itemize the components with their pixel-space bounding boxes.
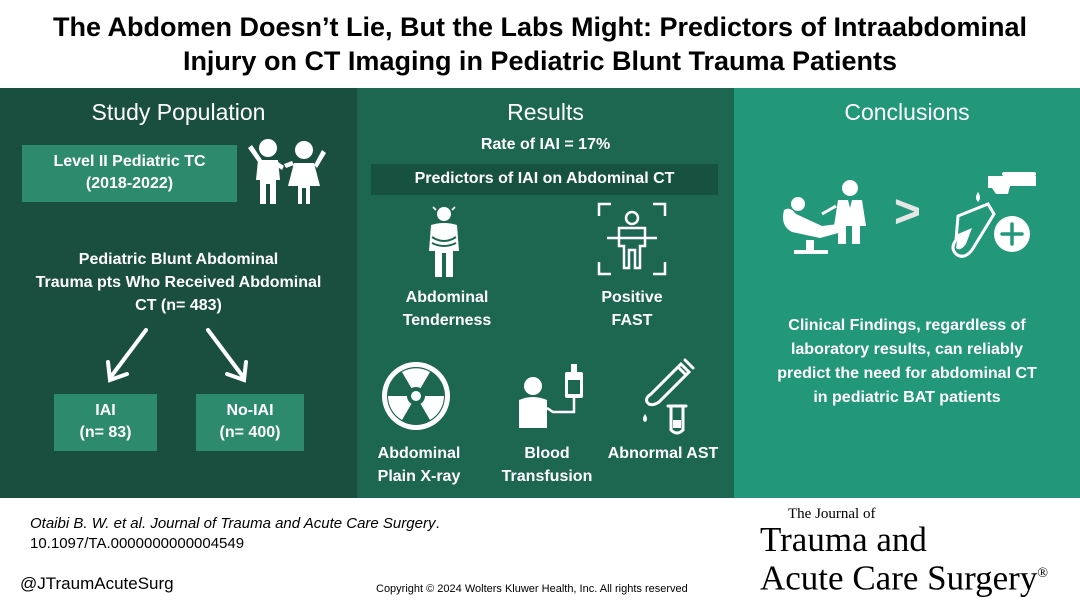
clinical-exam-icon bbox=[783, 180, 866, 254]
results-heading: Results bbox=[507, 99, 584, 125]
predictor-ast-line-1: Abnormal AST bbox=[607, 445, 719, 462]
center-line-1: Level II Pediatric TC bbox=[53, 153, 206, 170]
center-box: Level II Pediatric TC (2018-2022) bbox=[22, 145, 237, 202]
no-iai-label: No-IAI bbox=[226, 402, 274, 419]
iai-count: (n= 83) bbox=[79, 424, 132, 441]
conclusion-line-2: laboratory results, can reliably bbox=[790, 341, 1024, 358]
predictor-tenderness: Abdominal Tenderness bbox=[377, 286, 517, 332]
radiation-icon bbox=[382, 362, 450, 430]
iai-rate: Rate of IAI = 17% bbox=[480, 136, 611, 153]
comparison-symbol: > bbox=[894, 185, 921, 237]
predictor-xray-line-2: Plain X-ray bbox=[377, 468, 461, 485]
journal-logo: The Journal of Trauma and Acute Care Sur… bbox=[760, 506, 1048, 596]
results-panel: Results Rate of IAI = 17% Predictors of … bbox=[357, 88, 734, 498]
predictor-fast-line-1: Positive bbox=[601, 289, 663, 306]
study-population-heading: Study Population bbox=[91, 99, 266, 125]
title-line-2: Injury on CT Imaging in Pediatric Blunt … bbox=[182, 46, 898, 76]
conclusions-heading: Conclusions bbox=[844, 99, 970, 125]
lab-test-icon bbox=[951, 172, 1036, 258]
conclusion-line-3: predict the need for abdominal CT bbox=[777, 365, 1037, 382]
conclusion-line-4: in pediatric BAT patients bbox=[813, 389, 1001, 406]
study-population-panel: Study Population Level II Pediatric TC (… bbox=[0, 88, 357, 498]
journal-logo-line-2: Acute Care Surgery® bbox=[760, 557, 1048, 596]
citation-authors: Otaibi B. W. et al. Journal of Trauma an… bbox=[30, 515, 436, 532]
children-icon bbox=[248, 139, 326, 204]
predictor-tenderness-line-2: Tenderness bbox=[402, 312, 492, 329]
title-line-1: The Abdomen Doesn’t Lie, But the Labs Mi… bbox=[52, 12, 1028, 42]
predictor-fast: Positive FAST bbox=[567, 286, 697, 332]
citation: Otaibi B. W. et al. Journal of Trauma an… bbox=[30, 514, 440, 554]
predictor-tenderness-line-1: Abdominal bbox=[405, 289, 489, 306]
body-scan-icon bbox=[597, 202, 667, 276]
journal-logo-line-1: Trauma and bbox=[760, 520, 927, 559]
predictor-fast-line-2: FAST bbox=[611, 312, 653, 329]
no-iai-group-box: No-IAI (n= 400) bbox=[196, 394, 304, 451]
citation-doi[interactable]: 10.1097/TA.0000000000004549 bbox=[30, 535, 245, 552]
abdominal-pain-icon bbox=[429, 206, 459, 277]
blood-transfusion-icon bbox=[519, 364, 583, 428]
conclusion-statement: Clinical Findings, regardless of laborat… bbox=[734, 314, 1080, 410]
cohort-line-3: CT (n= 483) bbox=[135, 297, 222, 314]
cohort-line-2: Trauma pts Who Received Abdominal bbox=[35, 274, 322, 291]
predictors-heading: Predictors of IAI on Abdominal CT bbox=[414, 170, 675, 187]
cohort-description: Pediatric Blunt Abdominal Trauma pts Who… bbox=[0, 248, 357, 317]
conclusions-panel: Conclusions > Clinical Findings, reg bbox=[734, 88, 1080, 498]
predictor-transfusion: Blood Transfusion bbox=[487, 442, 607, 488]
journal-logo-small: The Journal of bbox=[788, 506, 876, 522]
center-line-2: (2018-2022) bbox=[85, 175, 174, 192]
journal-logo-line-2-text: Acute Care Surgery bbox=[760, 558, 1038, 598]
copyright-notice: Copyright © 2024 Wolters Kluwer Health, … bbox=[376, 583, 688, 595]
iai-label: IAI bbox=[95, 402, 116, 419]
predictors-heading-box: Predictors of IAI on Abdominal CT bbox=[371, 164, 718, 195]
predictor-transfusion-line-1: Blood bbox=[524, 445, 570, 462]
predictor-ast: Abnormal AST bbox=[595, 442, 731, 465]
predictor-xray-line-1: Abdominal bbox=[377, 445, 461, 462]
dropper-test-tube-icon bbox=[643, 358, 695, 435]
citation-period: . bbox=[435, 515, 440, 532]
infographic-title: The Abdomen Doesn’t Lie, But the Labs Mi… bbox=[0, 10, 1080, 78]
conclusion-line-1: Clinical Findings, regardless of bbox=[788, 317, 1026, 334]
predictor-xray: Abdominal Plain X-ray bbox=[359, 442, 479, 488]
cohort-line-1: Pediatric Blunt Abdominal bbox=[78, 251, 279, 268]
iai-group-box: IAI (n= 83) bbox=[54, 394, 157, 451]
no-iai-count: (n= 400) bbox=[219, 424, 281, 441]
split-arrows-icon bbox=[106, 328, 248, 383]
predictor-transfusion-line-2: Transfusion bbox=[501, 468, 593, 485]
twitter-handle[interactable]: @JTraumAcuteSurg bbox=[20, 574, 174, 593]
registered-mark: ® bbox=[1037, 566, 1048, 581]
